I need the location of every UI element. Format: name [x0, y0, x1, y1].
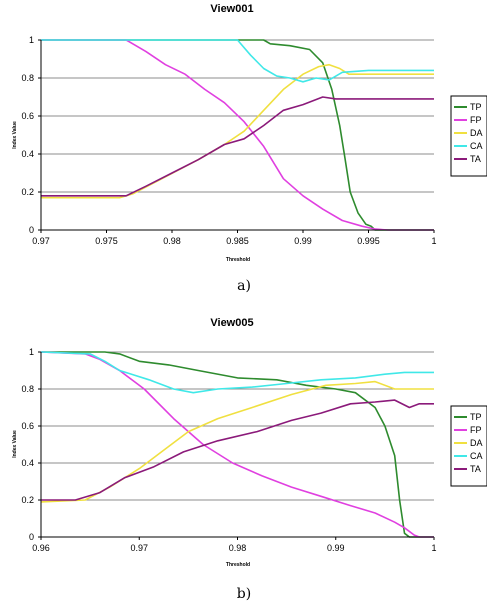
x-tick-label: 0.99 [294, 236, 312, 246]
x-tick-labels: 0.96 0.97 0.98 0.99 1 [32, 543, 436, 553]
legend-label-ca: CA [470, 141, 483, 151]
y-tick-label: 0.2 [21, 187, 34, 197]
y-tick-label: 0 [29, 225, 34, 235]
series-line-ta [41, 399, 434, 501]
x-tick-label: 0.99 [327, 543, 345, 553]
x-axis-label: Threshold [226, 562, 250, 568]
legend-label-ca: CA [470, 451, 483, 461]
series-line-ca [41, 39, 434, 83]
x-tick-label: 1 [431, 543, 436, 553]
series-line-fp [41, 39, 434, 231]
y-axis-label: Index Value [12, 121, 18, 149]
chart-title: View005 [210, 317, 253, 329]
x-tick-label: 0.98 [163, 236, 181, 246]
series-lines [40, 351, 434, 538]
x-tick-label: 0.975 [95, 236, 118, 246]
x-tick-label: 0.995 [357, 236, 380, 246]
legend: TP FP DA CA TA [454, 102, 483, 164]
legend-label-fp: FP [470, 115, 482, 125]
y-tick-labels: 0 0.2 0.4 0.6 0.8 1 [21, 35, 34, 235]
y-tick-label: 1 [29, 35, 34, 45]
y-tick-label: 0.6 [21, 421, 34, 431]
y-tick-label: 0.8 [21, 384, 34, 394]
legend-label-tp: TP [470, 102, 482, 112]
y-tick-labels: 0 0.2 0.4 0.6 0.8 1 [21, 347, 34, 542]
y-axis-label: Index Value [12, 430, 18, 458]
x-tick-label: 0.98 [229, 543, 247, 553]
caption: a) [237, 278, 251, 294]
y-tick-label: 0.8 [21, 73, 34, 83]
x-tick-labels: 0.97 0.975 0.98 0.985 0.99 0.995 1 [32, 236, 436, 246]
legend-label-ta: TA [470, 464, 481, 474]
y-tick-label: 0.4 [21, 458, 34, 468]
series-line-tp [41, 39, 434, 231]
legend-box [450, 95, 487, 177]
chart-panel-a: View001 0.97 0.975 0.98 0.985 0.99 0.995 1 00.… [12, 3, 487, 294]
y-tick-label: 0.6 [21, 111, 34, 121]
legend-label-tp: TP [470, 412, 482, 422]
legend-label-da: DA [470, 128, 483, 138]
x-tick-label: 0.97 [130, 543, 148, 553]
y-tick-label: 1 [29, 347, 34, 357]
legend-label-da: DA [470, 438, 483, 448]
x-axis-label: Threshold [226, 257, 250, 263]
legend-box [450, 405, 487, 487]
x-tick-label: 0.97 [32, 236, 50, 246]
plot-area [41, 352, 434, 537]
chart-title: View001 [210, 3, 253, 15]
x-tick-label: 1 [431, 236, 436, 246]
y-tick-label: 0 [29, 532, 34, 542]
legend-label-ta: TA [470, 154, 481, 164]
chart-panel-b: View005 0.96 0.97 0.98 0.99 1 0 0.2 0.4 0.6 0.8 1… [12, 317, 487, 602]
legend-label-fp: FP [470, 425, 482, 435]
x-tick-label: 0.985 [226, 236, 249, 246]
y-tick-label: 0.2 [21, 495, 34, 505]
series-lines [41, 39, 434, 231]
legend: TP FP DA CA TA [454, 412, 483, 474]
x-tick-label: 0.96 [32, 543, 50, 553]
y-tick-label: 0.4 [21, 149, 34, 159]
series-line-ta [41, 96, 434, 197]
series-line-ca [40, 351, 434, 394]
caption: b) [237, 586, 251, 602]
